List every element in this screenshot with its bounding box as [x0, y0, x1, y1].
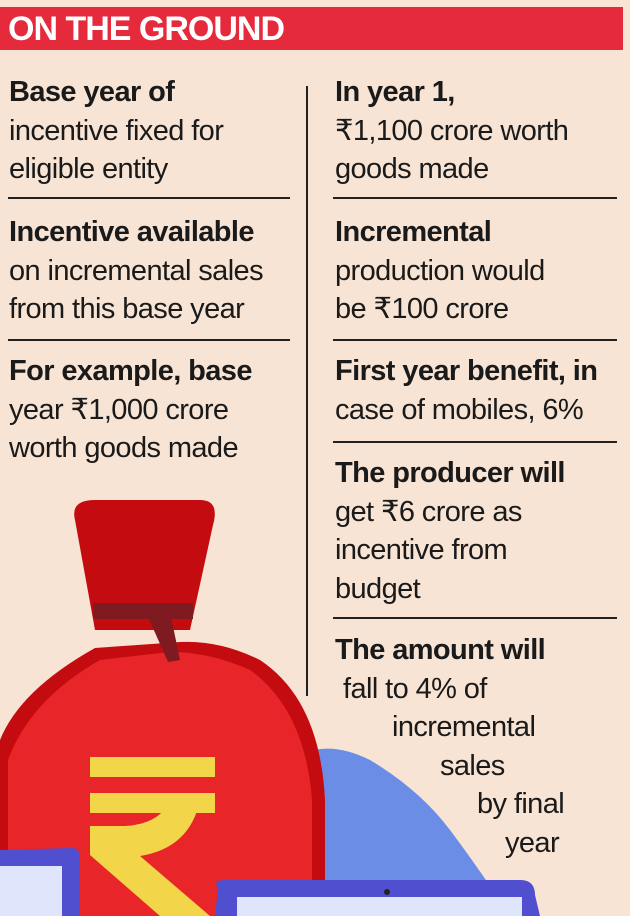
rupee-icon: [90, 757, 215, 916]
block-line: goods made: [335, 153, 489, 186]
left-block: Base year of incentive fixed for eligibl…: [9, 73, 224, 189]
right-block: First year benefit, in case of mobiles, …: [335, 352, 598, 429]
block-line: eligible entity: [9, 153, 168, 186]
block-line: incentive from: [335, 534, 508, 567]
block-heading: The amount will: [335, 634, 546, 666]
divider: [333, 339, 617, 341]
block-line: be ₹100 crore: [335, 293, 509, 326]
block-line: year: [505, 826, 560, 859]
column-divider: [306, 86, 308, 696]
divider: [8, 339, 290, 341]
right-block: In year 1, ₹1,100 crore worth goods made: [335, 73, 569, 189]
divider: [333, 197, 617, 199]
left-block: For example, base year ₹1,000 crore wort…: [9, 352, 252, 468]
block-line: incremental: [392, 711, 536, 744]
block-line: budget: [335, 572, 421, 605]
divider: [333, 617, 617, 619]
block-line: year ₹1,000 crore: [9, 393, 229, 426]
block-line: case of mobiles, 6%: [335, 393, 584, 426]
block-line: get ₹6 crore as: [335, 495, 522, 528]
block-line: incentive fixed for: [9, 114, 224, 147]
right-block: The producer will get ₹6 crore as incent…: [335, 454, 565, 608]
blue-shape: [300, 748, 510, 916]
divider: [8, 197, 290, 199]
page-title: ON THE GROUND: [8, 10, 285, 48]
block-line: sales: [440, 749, 505, 782]
block-heading: Incremental: [335, 216, 492, 248]
block-line: worth goods made: [9, 432, 239, 465]
block-heading: Incentive available: [9, 216, 255, 248]
block-line: by final: [477, 788, 565, 821]
block-line: production would: [335, 254, 545, 287]
block-heading: First year benefit, in: [335, 355, 598, 387]
right-block: Incremental production would be ₹100 cro…: [335, 213, 545, 329]
laptop-icon: [0, 848, 540, 916]
block-heading: For example, base: [9, 355, 252, 387]
block-heading: In year 1,: [335, 76, 455, 108]
block-heading: Base year of: [9, 76, 175, 108]
block-line: fall to 4% of: [343, 672, 487, 705]
header-banner: ON THE GROUND: [0, 7, 623, 50]
block-heading: The producer will: [335, 457, 565, 489]
block-line: on incremental sales: [9, 254, 264, 287]
block-line: ₹1,100 crore worth: [335, 114, 569, 147]
right-block: The amount will fall to 4% of incrementa…: [335, 631, 565, 863]
left-block: Incentive available on incremental sales…: [9, 213, 264, 329]
block-line: from this base year: [9, 293, 245, 326]
divider: [333, 441, 617, 443]
